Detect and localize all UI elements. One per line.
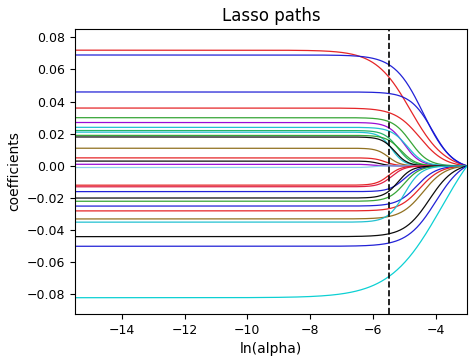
Y-axis label: coefficients: coefficients	[7, 132, 21, 212]
Title: Lasso paths: Lasso paths	[221, 7, 320, 25]
X-axis label: ln(alpha): ln(alpha)	[240, 342, 302, 356]
